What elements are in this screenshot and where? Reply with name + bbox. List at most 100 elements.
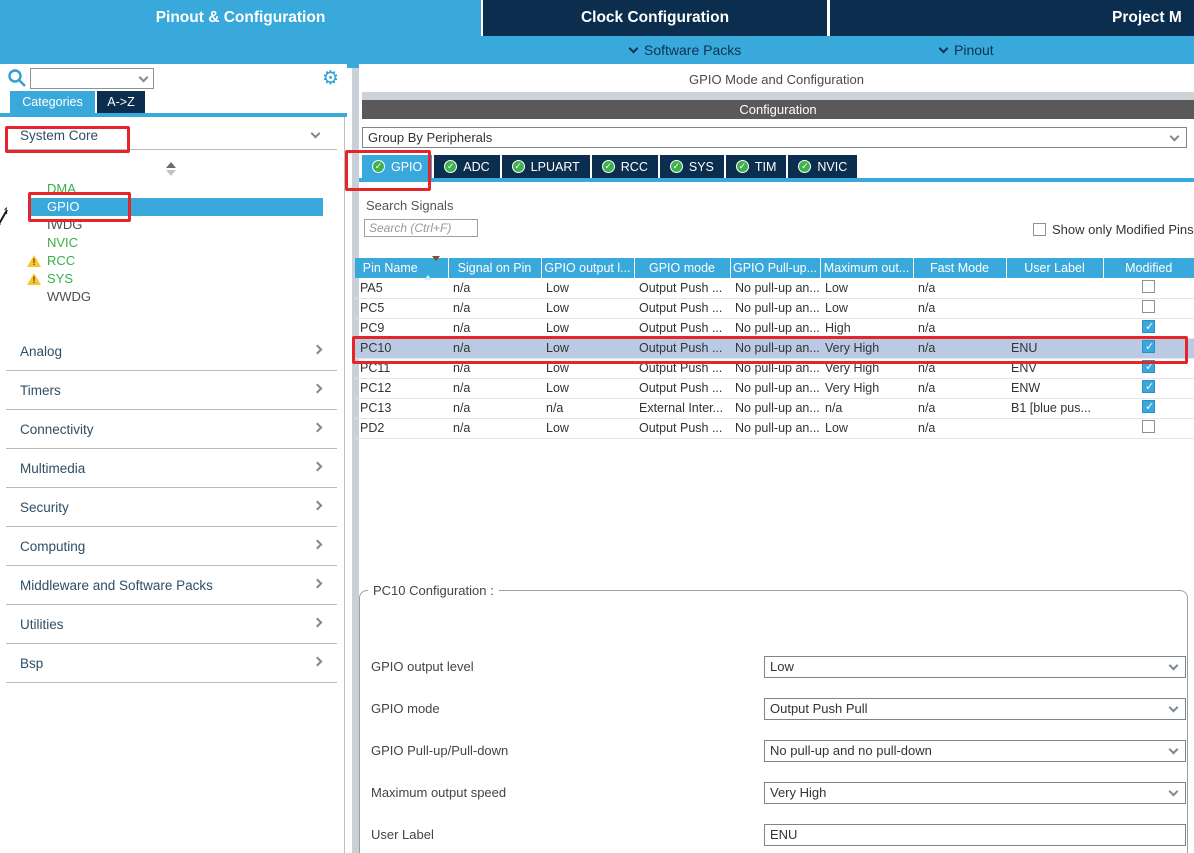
sidebar-category-connectivity[interactable]: Connectivity (6, 410, 337, 449)
divider-strip (362, 92, 1194, 100)
modified-checkbox[interactable] (1142, 360, 1155, 373)
sidebar-item-gpio[interactable]: !GPIO (0, 198, 347, 216)
check-badge-icon (735, 160, 749, 173)
warning-icon: ! (27, 255, 41, 267)
sidebar-category-middleware[interactable]: Middleware and Software Packs (6, 566, 337, 605)
peripheral-tab-rcc[interactable]: RCC (591, 155, 658, 178)
software-packs-dropdown[interactable]: Software Packs (628, 36, 741, 64)
tab-label: GPIO (391, 159, 423, 174)
field-gpio-mode: GPIO mode Output Push Pull (360, 698, 1187, 720)
chevron-right-icon (312, 656, 323, 667)
item-label: DMA (47, 181, 76, 196)
pinout-label: Pinout (954, 42, 994, 58)
sidebar-item-nvic[interactable]: !NVIC (0, 234, 347, 252)
sidebar-category-multimedia[interactable]: Multimedia (6, 449, 337, 488)
user-label-input[interactable]: ENU (764, 824, 1186, 846)
column-header-modified[interactable]: Modified (1103, 258, 1194, 278)
chevron-down-icon (1168, 702, 1179, 713)
mode-title: GPIO Mode and Configuration (689, 72, 864, 87)
sidebar-category-timers[interactable]: Timers (6, 371, 337, 410)
signal-search-input[interactable] (364, 219, 478, 237)
table-row-pc9[interactable]: PC9 n/a Low Output Push ... No pull-up an...… (355, 318, 1194, 339)
column-header-fast-mode[interactable]: Fast Mode (913, 258, 1007, 278)
modified-checkbox[interactable] (1142, 400, 1155, 413)
table-row-pc5[interactable]: PC5 n/a Low Output Push ... No pull-up an...… (355, 298, 1194, 319)
table-row-pc10[interactable]: PC10 n/a Low Output Push ... No pull-up an..… (355, 338, 1194, 359)
max-output-speed-select[interactable]: Very High (764, 782, 1186, 804)
field-value: Low (770, 659, 794, 674)
modified-checkbox[interactable] (1142, 420, 1155, 433)
group-by-select[interactable]: Group By Peripherals (362, 127, 1187, 148)
gpio-mode-select[interactable]: Output Push Pull (764, 698, 1186, 720)
modified-checkbox[interactable] (1142, 279, 1155, 293)
chevron-down-icon (310, 128, 321, 139)
column-header-speed[interactable]: Maximum out... (820, 258, 914, 278)
table-row-pc12[interactable]: PC12 n/a Low Output Push ... No pull-up an..… (355, 378, 1194, 399)
sort-toggle[interactable] (166, 162, 176, 176)
field-max-output-speed: Maximum output speed Very High (360, 782, 1187, 804)
tab-label: ADC (463, 159, 490, 174)
table-row-pa5[interactable]: PA5 n/a Low Output Push ... No pull-up an...… (355, 278, 1194, 299)
category-label: Analog (20, 343, 63, 359)
peripheral-tabs-underline (359, 178, 1194, 182)
group-by-value: Group By Peripherals (368, 130, 493, 145)
column-header-pull[interactable]: GPIO Pull-up... (730, 258, 821, 278)
modified-checkbox[interactable] (1142, 380, 1155, 393)
peripheral-tab-lpuart[interactable]: LPUART (501, 155, 590, 178)
gpio-output-level-select[interactable]: Low (764, 656, 1186, 678)
modified-checkbox[interactable] (1142, 340, 1155, 353)
show-modified-checkbox[interactable] (1033, 223, 1046, 236)
peripheral-tab-gpio[interactable]: GPIO (362, 155, 433, 178)
sidebar-category-bsp[interactable]: Bsp (6, 644, 337, 683)
item-label: NVIC (47, 235, 79, 250)
sidebar-category-analog[interactable]: Analog (6, 332, 337, 371)
column-header-mode[interactable]: GPIO mode (634, 258, 731, 278)
tab-clock-configuration[interactable]: Clock Configuration (483, 0, 827, 36)
table-row-pc11[interactable]: PC11 n/a Low Output Push ... No pull-up an..… (355, 358, 1194, 379)
chevron-down-icon (1168, 660, 1179, 671)
chevron-down-icon (628, 43, 639, 54)
pane-splitter[interactable] (352, 68, 359, 853)
sidebar-tab-a-z[interactable]: A->Z (97, 91, 145, 113)
column-header-signal[interactable]: Signal on Pin (448, 258, 542, 278)
sidebar: ⚙ Categories A->Z System Core !DMA !GPIO… (0, 64, 347, 853)
peripheral-tab-adc[interactable]: ADC (434, 155, 500, 178)
table-row-pd2[interactable]: PD2 n/a Low Output Push ... No pull-up an...… (355, 418, 1194, 439)
column-header-output-level[interactable]: GPIO output l... (541, 258, 635, 278)
sidebar-category-security[interactable]: Security (6, 488, 337, 527)
sidebar-category-computing[interactable]: Computing (6, 527, 337, 566)
field-value: Very High (770, 785, 827, 800)
peripheral-tab-tim[interactable]: TIM (725, 155, 787, 178)
table-row-pc13[interactable]: PC13 n/a n/a External Inter... No pull-up an… (355, 398, 1194, 419)
sidebar-search-combobox[interactable] (30, 68, 154, 89)
chevron-right-icon (312, 500, 323, 511)
sidebar-right-border (344, 117, 345, 853)
column-header-user-label[interactable]: User Label (1006, 258, 1104, 278)
sidebar-category-utilities[interactable]: Utilities (6, 605, 337, 644)
show-modified-pins-toggle[interactable]: Show only Modified Pins (1033, 222, 1194, 237)
pinout-dropdown[interactable]: Pinout (938, 36, 994, 64)
modified-checkbox[interactable] (1142, 320, 1155, 333)
gear-icon[interactable]: ⚙ (322, 67, 340, 89)
column-header-pin-name[interactable]: Pin Name (355, 256, 449, 281)
sidebar-item-rcc[interactable]: ! RCC (0, 252, 347, 270)
peripheral-tab-nvic[interactable]: NVIC (788, 155, 858, 178)
sidebar-tab-categories[interactable]: Categories (10, 91, 95, 113)
check-badge-icon (798, 160, 812, 173)
pin-table: Pin Name Signal on Pin GPIO output l... … (355, 256, 1194, 439)
chevron-right-icon (312, 344, 323, 355)
sidebar-item-dma[interactable]: !DMA (0, 180, 347, 198)
sidebar-item-wwdg[interactable]: !WWDG (0, 288, 347, 306)
sidebar-category-system-core[interactable]: System Core (6, 124, 337, 150)
search-signals-label: Search Signals (366, 198, 454, 213)
category-label: Connectivity (20, 421, 94, 437)
modified-checkbox[interactable] (1142, 300, 1155, 313)
gpio-pull-select[interactable]: No pull-up and no pull-down (764, 740, 1186, 762)
tab-label: LPUART (530, 159, 580, 174)
peripheral-tab-sys[interactable]: SYS (659, 155, 724, 178)
tab-project-manager[interactable]: Project M (830, 0, 1194, 36)
sidebar-item-sys[interactable]: ! SYS (0, 270, 347, 288)
main-panel: GPIO Mode and Configuration Configuratio… (355, 64, 1194, 853)
tab-pinout-configuration[interactable]: Pinout & Configuration (0, 0, 481, 36)
sidebar-item-iwdg[interactable]: !IWDG (0, 216, 347, 234)
